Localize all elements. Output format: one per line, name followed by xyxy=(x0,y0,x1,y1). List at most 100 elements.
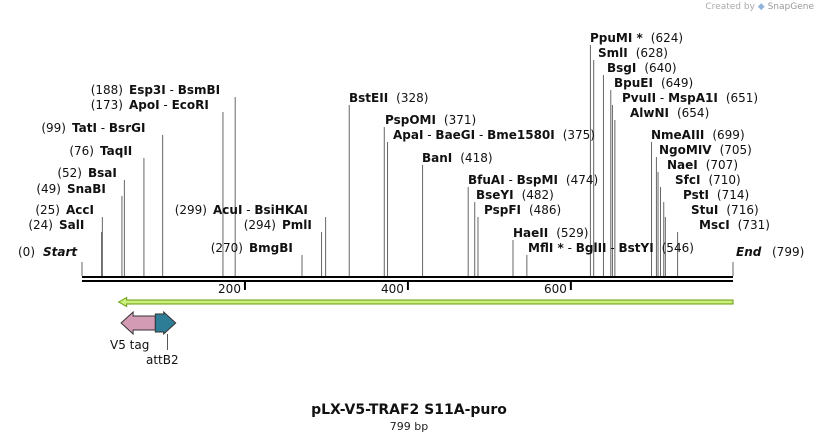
enzyme-name[interactable]: SnaBI xyxy=(67,182,106,196)
enzyme-label-bseyi[interactable]: BseYI (482) xyxy=(476,188,554,202)
enzyme-label-haeii[interactable]: HaeII (529) xyxy=(513,226,588,240)
enzyme-label-esp3i[interactable]: Esp3I - BsmBI (188) xyxy=(91,83,220,97)
enzyme-name[interactable]: StuI xyxy=(691,203,718,217)
enzyme-alwni: AlwNI xyxy=(630,106,669,120)
plasmid-length: 799 bp xyxy=(389,420,429,433)
enzyme-label-bfuai[interactable]: BfuAI - BspMI (474) xyxy=(468,173,598,187)
enzyme-name[interactable]: PspOMI xyxy=(385,113,436,127)
enzyme-name[interactable]: BpuEI xyxy=(614,76,653,90)
enzyme-label-ngomiv[interactable]: NgoMIV (705) xyxy=(659,143,752,157)
enzyme-name[interactable]: TatI - BsrGI xyxy=(72,121,145,135)
enzyme-name[interactable]: PstI xyxy=(683,188,709,202)
enzyme-position: (299) xyxy=(175,203,207,217)
enzyme-name[interactable]: AccI xyxy=(66,203,94,217)
enzyme-name[interactable]: ApaI - BaeGI - Bme1580I xyxy=(393,128,555,142)
enzyme-label-pspfi[interactable]: PspFI (486) xyxy=(484,203,561,217)
enzyme-label-smli[interactable]: SmlI (628) xyxy=(598,46,668,60)
backbone-top-strand xyxy=(82,276,733,278)
enzyme-name[interactable]: BsaI xyxy=(88,166,117,180)
enzyme-label-stui[interactable]: StuI (716) xyxy=(691,203,759,217)
enzyme-name[interactable]: BmgBI xyxy=(249,241,293,255)
enzyme-name[interactable]: BseYI xyxy=(476,188,514,202)
enzyme-ppumi: PpuMI * xyxy=(590,31,644,45)
enzyme-separator: - xyxy=(564,241,576,255)
enzyme-position: (714) xyxy=(717,188,749,202)
enzyme-label-bmgbi[interactable]: BmgBI (270) xyxy=(211,241,293,255)
enzyme-label-mfli[interactable]: MflI * - BglII - BstYI (546) xyxy=(528,241,694,255)
enzyme-label-acci[interactable]: AccI (25) xyxy=(35,203,94,217)
enzyme-name[interactable]: BsgI xyxy=(607,61,636,75)
enzyme-bseyi: BseYI xyxy=(476,188,514,202)
enzyme-label-tati[interactable]: TatI - BsrGI (99) xyxy=(41,121,145,135)
snapgene-credit: Created by ◆ SnapGene xyxy=(705,2,814,12)
enzyme-name[interactable]: BstEII xyxy=(349,91,388,105)
end-position: (799) xyxy=(772,245,804,259)
enzyme-label-bpuei[interactable]: BpuEI (649) xyxy=(614,76,693,90)
enzyme-label-snabi[interactable]: SnaBI (49) xyxy=(36,182,106,196)
enzyme-label-bsai[interactable]: BsaI (52) xyxy=(57,166,116,180)
enzyme-label-bsgi[interactable]: BsgI (640) xyxy=(607,61,677,75)
enzyme-position: (76) xyxy=(69,144,94,158)
enzyme-name[interactable]: MscI xyxy=(699,218,730,232)
enzyme-bspmi: BspMI xyxy=(517,173,558,187)
enzyme-label-sali[interactable]: SalI (24) xyxy=(28,218,84,232)
enzyme-label-pvuii[interactable]: PvuII - MspA1I (651) xyxy=(622,91,758,105)
enzyme-label-acui[interactable]: AcuI - BsiHKAI (299) xyxy=(175,203,308,217)
enzyme-label-pspomi[interactable]: PspOMI (371) xyxy=(385,113,476,127)
enzyme-label-taqii[interactable]: TaqII (76) xyxy=(69,144,132,158)
enzyme-name[interactable]: AlwNI xyxy=(630,106,669,120)
enzyme-name[interactable]: SfcI xyxy=(675,173,700,187)
dna-backbone xyxy=(82,276,733,282)
enzyme-label-bsteii[interactable]: BstEII (328) xyxy=(349,91,428,105)
enzyme-position: (294) xyxy=(244,218,276,232)
sequence-ends: (0) Start End (799) xyxy=(18,245,804,276)
enzyme-label-apai[interactable]: ApaI - BaeGI - Bme1580I (375) xyxy=(393,128,595,142)
enzyme-position: (716) xyxy=(726,203,758,217)
enzyme-name[interactable]: AcuI - BsiHKAI xyxy=(213,203,308,217)
enzyme-naei: NaeI xyxy=(667,158,698,172)
orf-arrow xyxy=(117,296,734,308)
enzyme-separator: - xyxy=(607,241,619,255)
enzyme-bmgbi: BmgBI xyxy=(249,241,293,255)
enzyme-name[interactable]: PpuMI * xyxy=(590,31,644,45)
feature-attb2[interactable] xyxy=(154,310,177,336)
enzyme-name[interactable]: PmlI xyxy=(282,218,312,232)
enzyme-acui: AcuI xyxy=(213,203,242,217)
feature-v5-tag[interactable] xyxy=(120,310,156,336)
enzyme-label-psti[interactable]: PstI (714) xyxy=(683,188,749,202)
enzyme-name[interactable]: PspFI xyxy=(484,203,521,217)
bp-ruler: 200 400 600 xyxy=(218,282,572,296)
enzyme-pvuii: PvuII xyxy=(622,91,656,105)
enzyme-label-apoi[interactable]: ApoI - EcoRI (173) xyxy=(91,98,209,112)
enzyme-label-nmeaiii[interactable]: NmeAIII (699) xyxy=(651,128,745,142)
enzyme-name[interactable]: PvuII - MspA1I xyxy=(622,91,718,105)
enzyme-psti: PstI xyxy=(683,188,709,202)
start-label: Start xyxy=(43,245,78,259)
enzyme-label-sfci[interactable]: SfcI (710) xyxy=(675,173,741,187)
enzyme-name[interactable]: NaeI xyxy=(667,158,698,172)
enzyme-label-naei[interactable]: NaeI (707) xyxy=(667,158,738,172)
enzyme-pspfi: PspFI xyxy=(484,203,521,217)
enzyme-label-msci[interactable]: MscI (731) xyxy=(699,218,770,232)
enzyme-name[interactable]: BfuAI - BspMI xyxy=(468,173,558,187)
enzyme-name[interactable]: NmeAIII xyxy=(651,128,704,142)
enzyme-name[interactable]: ApoI - EcoRI xyxy=(129,98,209,112)
enzyme-label-ppumi[interactable]: PpuMI * (624) xyxy=(590,31,683,45)
enzyme-acci: AccI xyxy=(66,203,94,217)
enzyme-position: (710) xyxy=(708,173,740,187)
enzyme-name[interactable]: Esp3I - BsmBI xyxy=(129,83,220,97)
enzyme-name[interactable]: SalI xyxy=(59,218,84,232)
enzyme-name[interactable]: BanI xyxy=(422,151,452,165)
enzyme-separator: - xyxy=(505,173,517,187)
enzyme-position: (418) xyxy=(460,151,492,165)
enzyme-name[interactable]: HaeII xyxy=(513,226,548,240)
enzyme-name[interactable]: SmlI xyxy=(598,46,628,60)
enzyme-name[interactable]: MflI * - BglII - BstYI xyxy=(528,241,654,255)
enzyme-name[interactable]: NgoMIV xyxy=(659,143,712,157)
enzyme-label-alwni[interactable]: AlwNI (654) xyxy=(630,106,709,120)
enzyme-label-pmli[interactable]: PmlI (294) xyxy=(244,218,312,232)
enzyme-label-bani[interactable]: BanI (418) xyxy=(422,151,493,165)
enzyme-separator: - xyxy=(160,98,172,112)
enzyme-name[interactable]: TaqII xyxy=(100,144,132,158)
